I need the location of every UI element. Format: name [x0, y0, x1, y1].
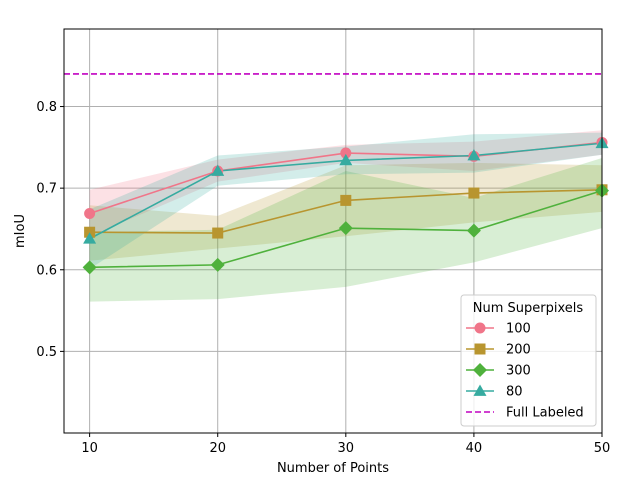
x-axis-title: Number of Points: [277, 461, 389, 476]
legend-marker: [473, 363, 487, 377]
x-tick-label: 40: [466, 441, 483, 456]
data-point-300: [338, 221, 353, 236]
data-point-300: [210, 257, 225, 272]
legend-entry-200: 200: [466, 343, 531, 358]
legend-label: Full Labeled: [506, 406, 584, 421]
data-point-80: [83, 232, 97, 244]
legend-box: [460, 294, 597, 427]
data-point-300: [82, 260, 97, 275]
legend: Num Superpixels 100 200 300 80 Full Labeled: [460, 294, 597, 427]
y-tick-label: 0.8: [36, 100, 57, 115]
legend-label: 80: [506, 385, 523, 400]
y-tick-label: 0.5: [36, 345, 57, 360]
legend-marker: [474, 322, 486, 334]
x-tick-label: 20: [209, 441, 226, 456]
plot-frame: [63, 28, 603, 434]
y-axis-ticks: 0.5 0.6 0.7 0.8: [36, 100, 64, 360]
legend-entry-80: 80: [466, 384, 523, 400]
data-point-100: [84, 207, 96, 219]
series-markers: [82, 136, 609, 275]
x-tick-label: 30: [338, 441, 355, 456]
y-tick-label: 0.7: [36, 182, 57, 197]
data-point-200: [468, 187, 480, 199]
data-point-80: [339, 153, 353, 166]
legend-marker: [474, 343, 486, 355]
legend-entries: 100 200 300 80 Full Labeled: [466, 322, 584, 421]
data-point-200: [340, 194, 352, 206]
data-point-200: [212, 227, 224, 239]
legend-entry-100: 100: [466, 322, 531, 337]
data-point-300: [466, 223, 481, 238]
y-tick-label: 0.6: [36, 263, 57, 278]
legend-title: Num Superpixels: [473, 301, 584, 316]
x-axis-ticks: 10 20 30 40 50: [81, 433, 610, 456]
legend-marker: [473, 384, 487, 396]
data-point-100: [340, 147, 352, 159]
data-point-80: [467, 149, 481, 161]
legend-label: 300: [506, 364, 531, 379]
x-tick-label: 50: [594, 441, 611, 456]
data-point-80: [211, 164, 225, 176]
legend-label: 200: [506, 343, 531, 358]
legend-entry-300: 300: [466, 363, 531, 379]
x-tick-label: 10: [81, 441, 98, 456]
data-point-200: [84, 226, 96, 238]
y-axis-title: mIoU: [13, 214, 28, 248]
legend-label: 100: [506, 322, 531, 337]
legend-entry-full-labeled: Full Labeled: [466, 406, 584, 421]
